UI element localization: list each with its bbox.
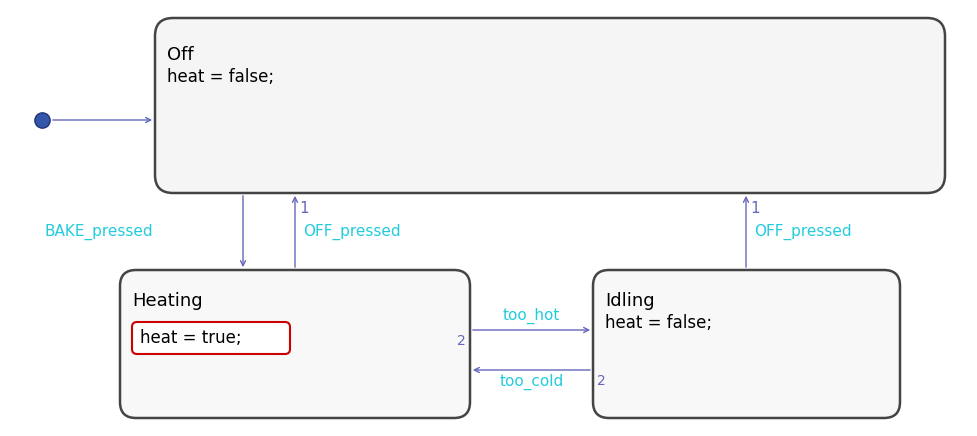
Text: 2: 2: [457, 334, 465, 348]
FancyBboxPatch shape: [592, 270, 899, 418]
Text: OFF_pressed: OFF_pressed: [303, 223, 401, 240]
Text: heat = true;: heat = true;: [140, 329, 241, 347]
Text: 2: 2: [596, 374, 605, 388]
Text: Idling: Idling: [605, 292, 654, 310]
Text: BAKE_pressed: BAKE_pressed: [45, 223, 153, 240]
Text: heat = false;: heat = false;: [167, 68, 274, 86]
Text: 1: 1: [299, 201, 309, 216]
FancyBboxPatch shape: [120, 270, 470, 418]
Text: OFF_pressed: OFF_pressed: [753, 223, 851, 240]
FancyBboxPatch shape: [132, 322, 290, 354]
Text: too_cold: too_cold: [499, 374, 563, 390]
Text: Heating: Heating: [132, 292, 202, 310]
Text: Off: Off: [167, 46, 193, 64]
FancyBboxPatch shape: [154, 18, 944, 193]
Text: 1: 1: [749, 201, 759, 216]
Text: heat = false;: heat = false;: [605, 314, 711, 332]
Text: too_hot: too_hot: [502, 308, 560, 324]
